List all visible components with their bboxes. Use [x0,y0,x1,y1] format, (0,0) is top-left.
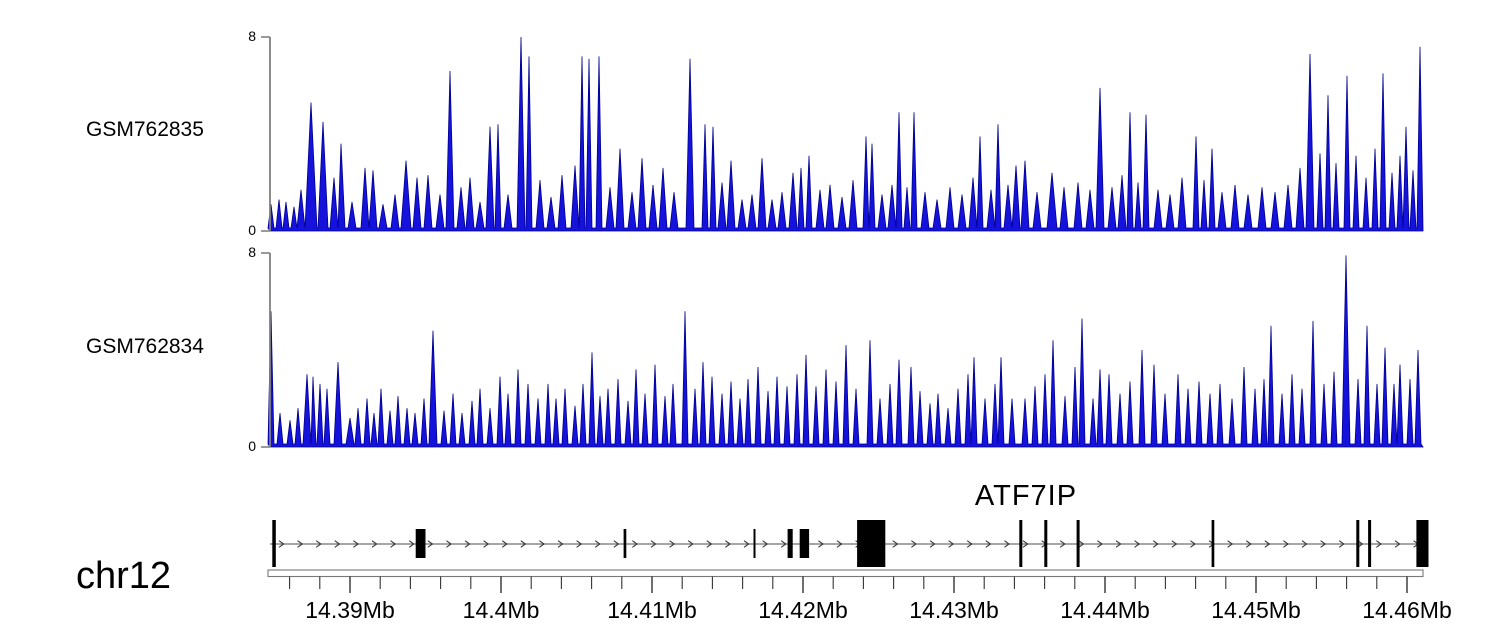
exon [415,529,426,558]
axis-tick-label: 14.39Mb [305,597,395,623]
axis-tick-label: 14.44Mb [1060,597,1150,623]
axis-tick-label: 14.46Mb [1362,597,1452,623]
axis-range-bar [267,569,1424,578]
exon [1019,520,1023,567]
exon [1044,520,1048,567]
exon [1416,520,1429,567]
exon [1211,520,1215,567]
exon [1356,520,1360,567]
chromosome-label: chr12 [76,555,172,597]
exon [787,529,793,558]
axis-tick-label: 14.41Mb [607,597,697,623]
exon [272,520,276,567]
coverage-area [267,255,1424,448]
exon [1076,520,1080,567]
exon [1368,520,1372,567]
axis-tick-label: 14.45Mb [1211,597,1301,623]
coverage-track-gsm762834 [261,252,1424,448]
coverage-area [267,36,1424,232]
gene-name-label: ATF7IP [974,480,1078,512]
genome-axis [267,569,1424,593]
exon [857,520,886,567]
track1-ymin-label: 0 [248,222,256,238]
axis-tick-label: 14.42Mb [758,597,848,623]
exon [799,529,810,558]
track2-ymax-label: 8 [248,244,256,260]
axis-tick-label: 14.43Mb [909,597,999,623]
axis-tick-label: 14.4Mb [462,597,540,623]
exon [753,529,756,558]
gene-model-track [270,520,1429,567]
track2-ymin-label: 0 [248,438,256,454]
track2-label: GSM762834 [86,335,204,358]
coverage-track-gsm762835 [261,36,1424,232]
track1-label: GSM762835 [86,118,204,141]
track1-ymax-label: 8 [248,28,256,44]
exon [623,529,627,558]
